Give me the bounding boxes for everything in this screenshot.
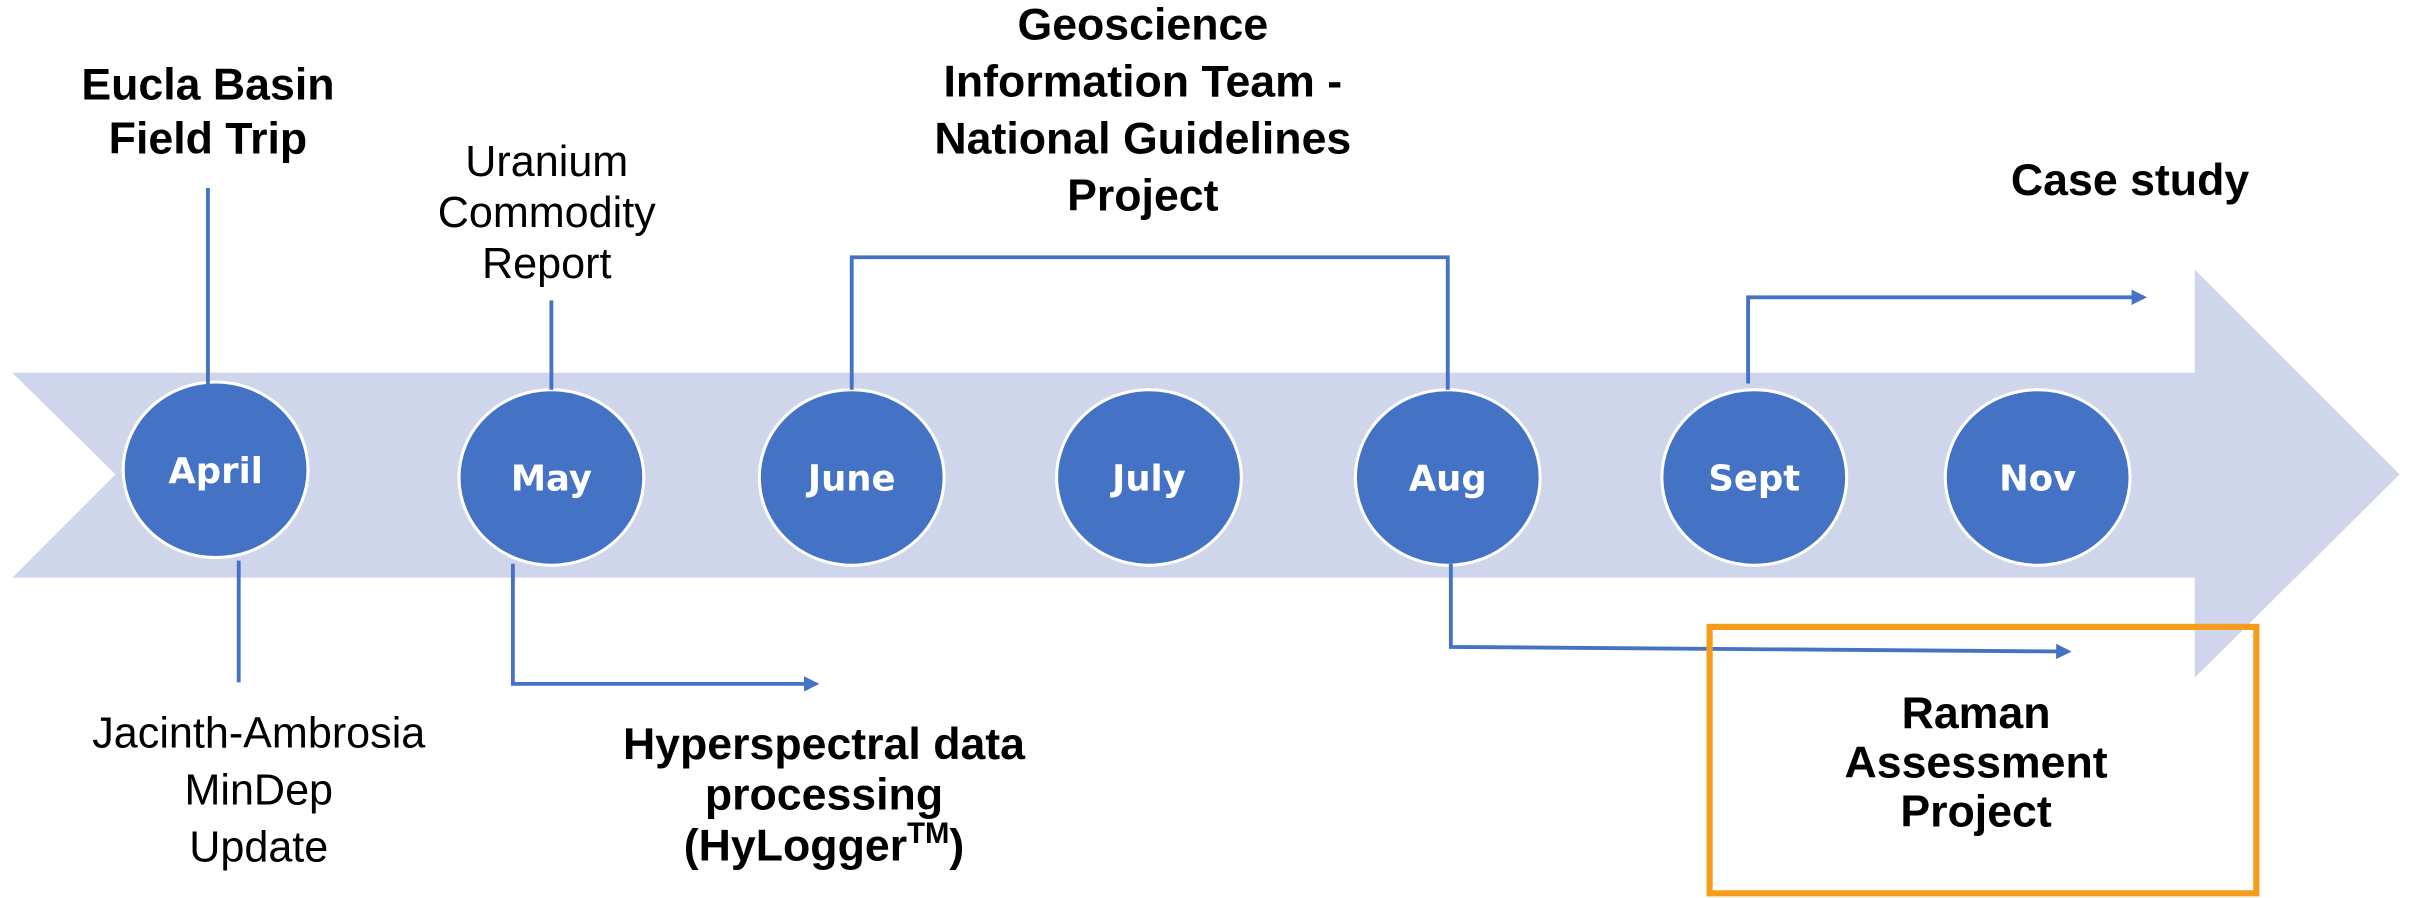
month-node (121, 380, 310, 560)
event-label: Raman (1902, 689, 2051, 738)
connector (1448, 563, 2072, 660)
connector (1746, 289, 2148, 384)
month-label: April (168, 451, 262, 492)
highlight-box (1706, 623, 2260, 897)
event-label: Jacinth-Ambrosia (92, 710, 425, 758)
month-label: Sept (1708, 459, 1800, 500)
month-node (1055, 388, 1243, 567)
month-label: Aug (1409, 459, 1487, 500)
month-nodes: April May June July Aug Sept Nov (121, 380, 2132, 567)
connector (849, 255, 1450, 390)
event-label: Report (482, 240, 611, 288)
month-label: Nov (1999, 459, 2076, 500)
event-label: Information Team - (944, 58, 1343, 107)
month-node (1660, 388, 1849, 567)
month-label: July (1110, 459, 1186, 500)
event-label: Uranium (465, 138, 628, 186)
event-label: Field Trip (109, 115, 308, 164)
label-text: (HyLogger (684, 821, 907, 870)
event-label: Commodity (438, 189, 656, 237)
event-label: processing (705, 771, 943, 820)
event-labels: (HyLoggerTM) Eucla Basin Field Trip Uraniu… (81, 1, 2249, 872)
event-label: Hyperspectral data (623, 720, 1026, 769)
label-suffix: ) (949, 821, 964, 870)
event-label: Geoscience (1017, 1, 1268, 50)
event-label: MinDep (184, 767, 333, 815)
event-label: Case study (2011, 156, 2249, 205)
event-label: Project (1067, 172, 1219, 221)
event-label: Eucla Basin (81, 61, 334, 110)
event-label: Project (1900, 788, 2052, 837)
connectors (205, 187, 2148, 692)
label-superscript: TM (907, 818, 949, 850)
hyperspectral-line: (HyLoggerTM) (684, 818, 964, 871)
connector (510, 563, 820, 692)
event-label: National Guidelines (934, 115, 1351, 164)
month-label: May (511, 459, 592, 500)
month-label: June (806, 459, 896, 500)
event-label: Update (189, 824, 328, 872)
month-node (1943, 388, 2132, 567)
event-label: Assessment (1844, 738, 2107, 787)
